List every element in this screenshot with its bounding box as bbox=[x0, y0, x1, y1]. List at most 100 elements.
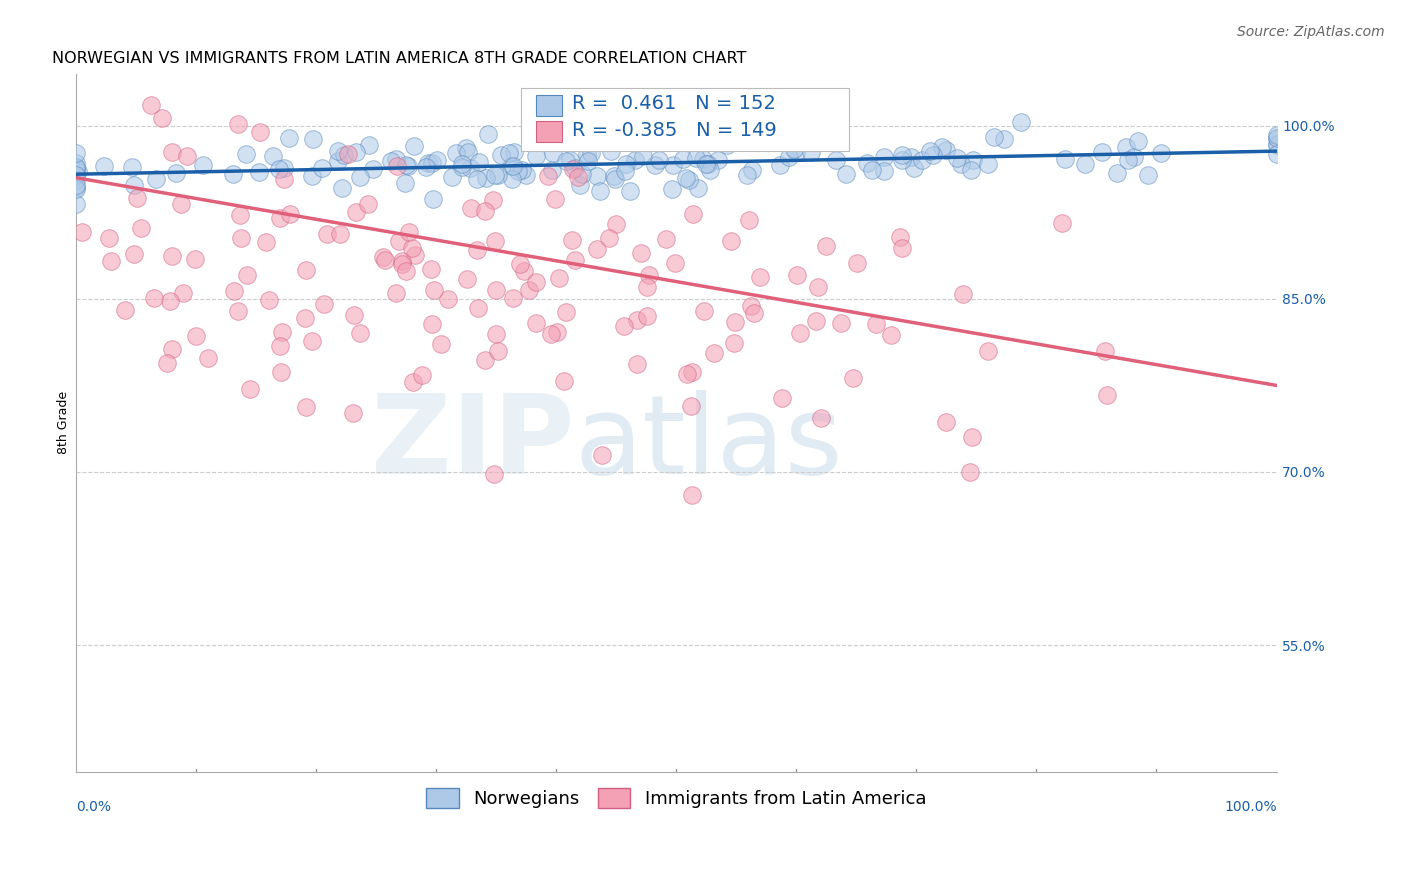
Point bbox=[681, 365, 703, 379]
Point bbox=[65, 160, 87, 174]
Point bbox=[564, 252, 586, 267]
Point bbox=[637, 268, 659, 282]
Point bbox=[388, 234, 411, 248]
Point bbox=[311, 161, 333, 176]
Point bbox=[172, 286, 194, 301]
Point bbox=[603, 172, 626, 186]
Point bbox=[568, 178, 591, 193]
Point bbox=[1053, 152, 1076, 166]
Point bbox=[1265, 147, 1288, 161]
Point bbox=[685, 151, 707, 165]
Point bbox=[946, 151, 969, 165]
Point bbox=[977, 343, 1000, 358]
Point bbox=[93, 159, 115, 173]
Point bbox=[785, 145, 807, 159]
Point bbox=[589, 185, 612, 199]
Text: Source: ZipAtlas.com: Source: ZipAtlas.com bbox=[1237, 25, 1385, 39]
Point bbox=[508, 164, 530, 178]
Point bbox=[65, 180, 87, 194]
Point bbox=[193, 158, 215, 172]
Point bbox=[918, 144, 941, 158]
Point bbox=[1265, 130, 1288, 145]
Point bbox=[900, 150, 922, 164]
Point bbox=[420, 156, 443, 170]
Point bbox=[65, 161, 87, 176]
Point bbox=[880, 328, 903, 343]
Point bbox=[162, 249, 184, 263]
Point bbox=[457, 145, 479, 160]
Text: NORWEGIAN VS IMMIGRANTS FROM LATIN AMERICA 8TH GRADE CORRELATION CHART: NORWEGIAN VS IMMIGRANTS FROM LATIN AMERI… bbox=[52, 51, 747, 66]
Point bbox=[65, 173, 87, 187]
Point bbox=[141, 97, 163, 112]
Point bbox=[229, 208, 252, 222]
Point bbox=[1105, 165, 1128, 179]
Point bbox=[631, 149, 654, 163]
Point bbox=[720, 234, 742, 248]
Point bbox=[744, 306, 766, 320]
Point bbox=[498, 145, 520, 160]
Point bbox=[460, 201, 482, 215]
Point bbox=[398, 225, 420, 239]
Point bbox=[65, 168, 87, 182]
FancyBboxPatch shape bbox=[522, 88, 849, 152]
Point bbox=[800, 145, 823, 159]
Point bbox=[693, 304, 716, 318]
Point bbox=[401, 241, 423, 255]
Point bbox=[344, 205, 367, 219]
Point bbox=[131, 220, 153, 235]
Point bbox=[1137, 168, 1160, 182]
Point bbox=[269, 161, 291, 176]
Point bbox=[349, 169, 371, 184]
Point bbox=[330, 181, 353, 195]
Point bbox=[962, 153, 984, 167]
Point bbox=[935, 415, 957, 429]
Point bbox=[747, 132, 769, 146]
Point bbox=[484, 234, 506, 248]
Point bbox=[332, 147, 354, 161]
Point bbox=[349, 326, 371, 340]
Point bbox=[546, 325, 568, 339]
Point bbox=[591, 448, 613, 462]
Point bbox=[564, 161, 586, 175]
Point bbox=[391, 253, 413, 268]
Point bbox=[160, 342, 183, 356]
Point bbox=[489, 147, 512, 161]
Point bbox=[664, 255, 686, 269]
Point bbox=[302, 131, 325, 145]
Point bbox=[1097, 388, 1119, 402]
Point bbox=[262, 149, 284, 163]
Point bbox=[931, 140, 953, 154]
Point bbox=[537, 169, 560, 184]
Point bbox=[235, 147, 257, 161]
Point bbox=[807, 280, 830, 294]
Point bbox=[624, 153, 647, 168]
Point bbox=[935, 143, 957, 157]
Point bbox=[159, 293, 181, 308]
Point bbox=[952, 287, 974, 301]
FancyBboxPatch shape bbox=[536, 95, 562, 116]
Point bbox=[156, 356, 179, 370]
Point bbox=[67, 164, 90, 178]
Point bbox=[122, 178, 145, 192]
Point bbox=[605, 217, 627, 231]
Point bbox=[789, 326, 811, 341]
Point bbox=[273, 161, 295, 175]
Point bbox=[614, 163, 637, 178]
Point bbox=[856, 156, 879, 170]
Point bbox=[614, 156, 637, 170]
Point bbox=[515, 168, 537, 182]
Point bbox=[540, 163, 562, 178]
Point bbox=[891, 241, 914, 255]
Point bbox=[502, 291, 524, 305]
Point bbox=[835, 167, 858, 181]
Point bbox=[481, 193, 503, 207]
Point bbox=[679, 400, 702, 414]
Point bbox=[1050, 216, 1073, 230]
Point bbox=[394, 176, 416, 190]
Point bbox=[270, 365, 292, 379]
Point bbox=[723, 335, 745, 350]
Point bbox=[294, 263, 316, 277]
Point bbox=[695, 157, 717, 171]
Point bbox=[889, 230, 911, 244]
Point bbox=[517, 283, 540, 297]
